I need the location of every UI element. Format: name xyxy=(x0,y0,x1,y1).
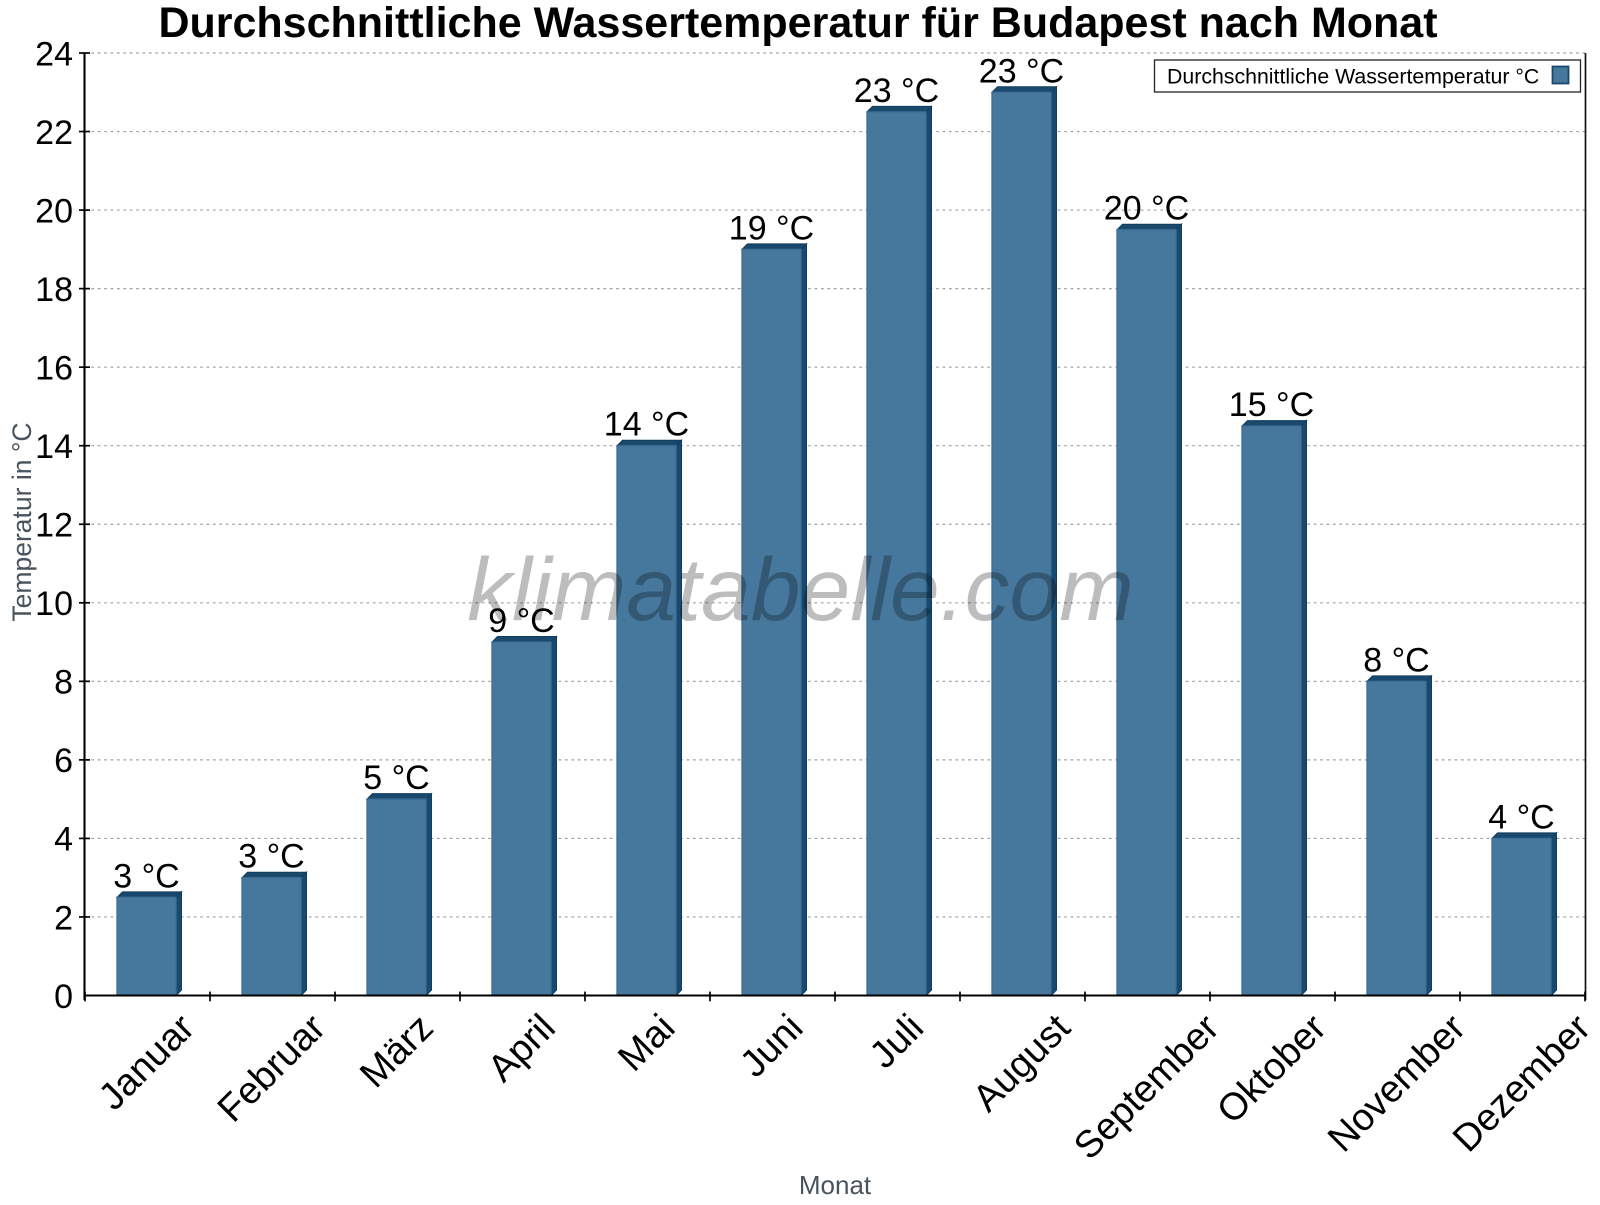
svg-text:6: 6 xyxy=(54,742,73,780)
svg-text:0: 0 xyxy=(54,978,73,1016)
svg-text:klimatabelle.com: klimatabelle.com xyxy=(467,539,1134,639)
svg-text:23 °C: 23 °C xyxy=(854,72,939,110)
svg-text:16: 16 xyxy=(35,349,73,387)
svg-text:3 °C: 3 °C xyxy=(113,857,180,895)
svg-text:Monat: Monat xyxy=(799,1170,872,1200)
svg-text:3 °C: 3 °C xyxy=(238,838,305,876)
svg-text:Temperatur in °C: Temperatur in °C xyxy=(7,422,37,621)
svg-text:20: 20 xyxy=(35,192,73,230)
svg-text:Durchschnittliche Wassertemper: Durchschnittliche Wassertemperatur °C xyxy=(1167,65,1539,89)
svg-text:2: 2 xyxy=(54,899,73,937)
svg-text:8 °C: 8 °C xyxy=(1363,641,1430,679)
svg-text:8: 8 xyxy=(54,664,73,702)
svg-text:15 °C: 15 °C xyxy=(1229,386,1314,424)
svg-text:22: 22 xyxy=(35,114,73,152)
svg-text:14: 14 xyxy=(35,428,73,466)
svg-text:20 °C: 20 °C xyxy=(1104,190,1189,228)
svg-text:12: 12 xyxy=(35,507,73,545)
svg-text:24: 24 xyxy=(35,35,73,73)
svg-text:10: 10 xyxy=(35,585,73,623)
svg-text:9 °C: 9 °C xyxy=(488,602,555,640)
svg-text:23 °C: 23 °C xyxy=(979,52,1064,90)
svg-text:4: 4 xyxy=(54,821,73,859)
svg-text:Durchschnittliche Wassertemper: Durchschnittliche Wassertemperatur für B… xyxy=(158,0,1437,47)
svg-text:14 °C: 14 °C xyxy=(604,406,689,444)
svg-text:4 °C: 4 °C xyxy=(1488,798,1555,836)
svg-text:18: 18 xyxy=(35,271,73,309)
svg-text:19 °C: 19 °C xyxy=(729,209,814,247)
svg-text:5 °C: 5 °C xyxy=(363,759,430,797)
